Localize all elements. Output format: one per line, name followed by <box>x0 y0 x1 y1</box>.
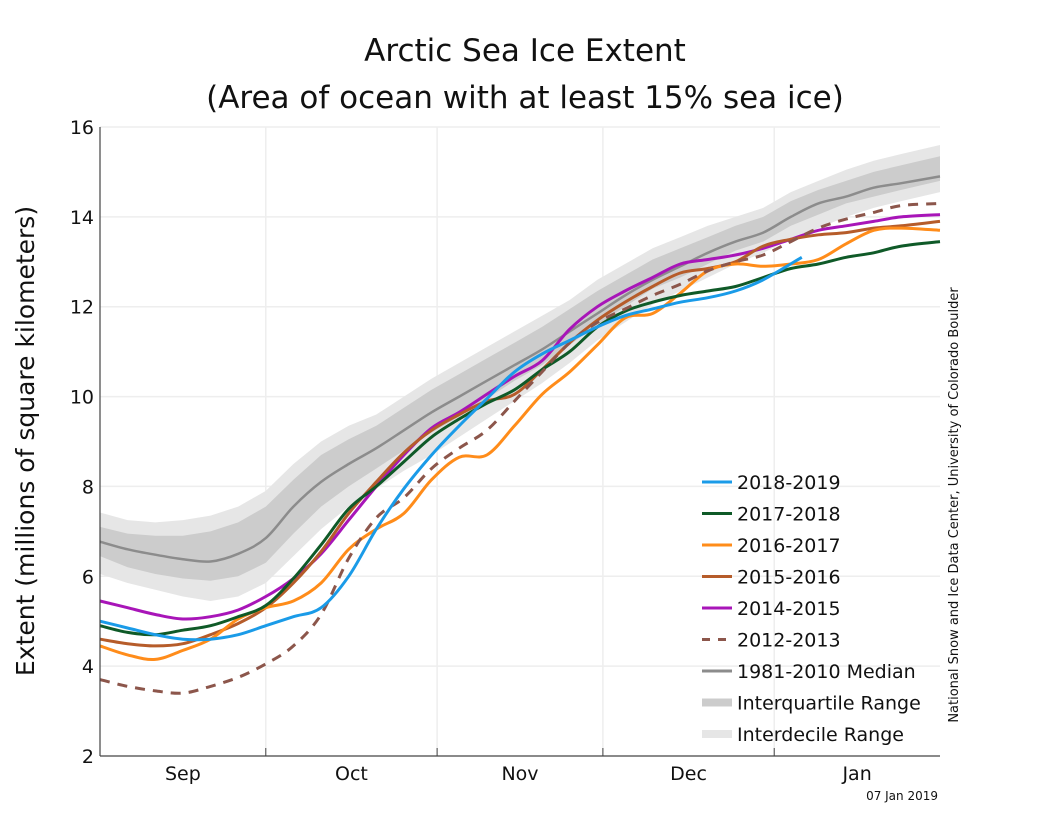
legend-label-2012-2013: 2012-2013 <box>737 630 841 652</box>
legend-label-2014-2015: 2014-2015 <box>737 598 841 620</box>
date-stamp: 07 Jan 2019 <box>866 789 938 803</box>
legend-label-2017-2018: 2017-2018 <box>737 504 841 526</box>
legend-item-2016-2017: 2016-2017 <box>702 535 841 557</box>
y-axis-label: Extent (millions of square kilometers) <box>11 206 40 676</box>
legend-label-2018-2019: 2018-2019 <box>737 472 841 494</box>
x-tick-label-jan: Jan <box>841 763 871 785</box>
x-tick-label-nov: Nov <box>501 763 538 785</box>
series-line-2015-2016 <box>99 219 941 648</box>
legend-item-1981-2010-median: 1981-2010 Median <box>702 661 916 683</box>
x-tick-label-sep: Sep <box>165 763 201 785</box>
credit-text: National Snow and Ice Data Center, Unive… <box>947 287 962 723</box>
legend-item-2012-2013: 2012-2013 <box>702 630 841 652</box>
y-tick-label-14: 14 <box>70 207 94 229</box>
series-line-2012-2013 <box>99 201 941 695</box>
legend-label-2016-2017: 2016-2017 <box>737 535 841 557</box>
y-tick-label-2: 2 <box>82 746 94 768</box>
x-ticks: Sep Oct Nov Dec Jan <box>165 748 872 785</box>
legend-label-interquartile-range: Interquartile Range <box>737 693 921 715</box>
legend-label-2015-2016: 2015-2016 <box>737 567 841 589</box>
y-ticks: 2 4 6 8 10 12 14 16 <box>70 117 94 768</box>
legend-item-interdecile-range: Interdecile Range <box>702 724 904 746</box>
legend-item-2018-2019: 2018-2019 <box>702 472 841 494</box>
legend-label-1981-2010-median: 1981-2010 Median <box>737 661 916 683</box>
series-line-2017-2018 <box>99 240 941 637</box>
legend: 2018-2019 2017-2018 2016-2017 2015-2016 2014… <box>702 472 921 746</box>
y-tick-label-6: 6 <box>82 566 94 588</box>
x-tick-label-dec: Dec <box>670 763 707 785</box>
axes <box>99 127 940 757</box>
y-tick-label-4: 4 <box>82 656 94 678</box>
legend-label-interdecile-range: Interdecile Range <box>737 724 904 746</box>
series-line-2018-2019 <box>99 256 803 642</box>
legend-item-2017-2018: 2017-2018 <box>702 504 841 526</box>
legend-item-2014-2015: 2014-2015 <box>702 598 841 620</box>
series-line-1981-2010-median <box>99 175 941 563</box>
legend-item-2015-2016: 2015-2016 <box>702 567 841 589</box>
y-tick-label-16: 16 <box>70 117 94 139</box>
legend-item-interquartile-range: Interquartile Range <box>702 693 921 715</box>
x-tick-label-oct: Oct <box>335 763 368 785</box>
y-tick-label-12: 12 <box>70 297 94 319</box>
y-tick-label-8: 8 <box>82 476 94 498</box>
y-tick-label-10: 10 <box>70 387 94 409</box>
series-lines <box>99 175 941 695</box>
chart-title: Arctic Sea Ice Extent <box>364 33 686 69</box>
chart-subtitle: (Area of ocean with at least 15% sea ice… <box>206 80 844 116</box>
